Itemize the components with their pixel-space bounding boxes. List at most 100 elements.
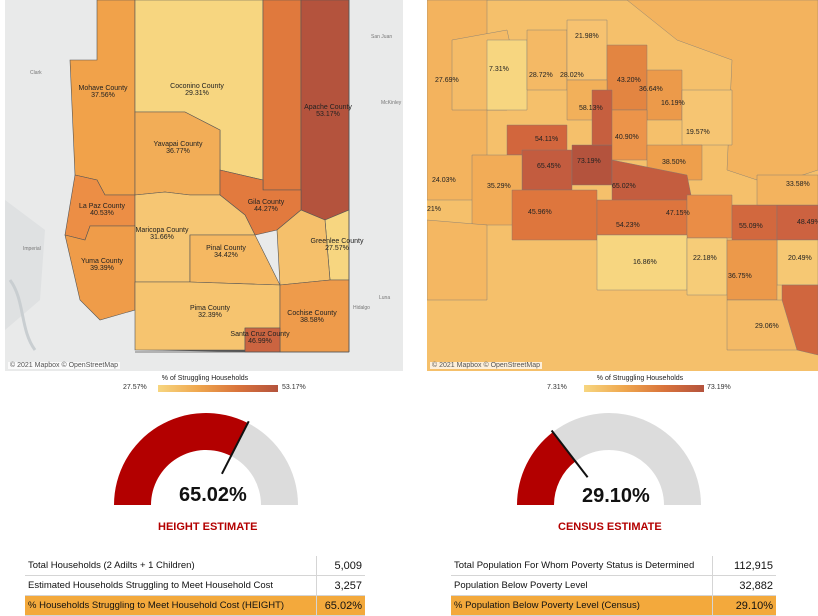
tract-value-label[interactable]: 40.90%: [615, 134, 639, 141]
legend-title: % of Struggling Households: [596, 375, 684, 382]
county-name: Mohave County: [78, 85, 128, 92]
row-value: 112,915: [712, 556, 776, 576]
county-value: 27.57%: [325, 245, 349, 252]
census-estimate-title: CENSUS ESTIMATE: [558, 521, 662, 533]
legend-right: % of Struggling Households 7.31% 73.19%: [547, 375, 731, 395]
tract-value-label[interactable]: 54.11%: [535, 136, 559, 143]
county-map-canvas: [5, 0, 403, 371]
tract-value-label[interactable]: 19.57%: [686, 129, 710, 136]
census-tract-map[interactable]: 21.98% 27.69% 7.31% 28.72% 28.02% 43.20% 36.64…: [427, 0, 818, 371]
county-name: Cochise County: [287, 310, 337, 317]
row-value: 32,882: [712, 575, 776, 596]
row-label: % Population Below Poverty Level (Census…: [451, 595, 713, 616]
height-estimate-value: 65.02%: [179, 484, 247, 506]
place-label-clark: Clark: [30, 70, 42, 76]
legend-left: % of Struggling Households 27.57% 53.17%: [123, 375, 306, 395]
tract-value-label[interactable]: 48.49%: [797, 219, 818, 226]
gauge-track-arc: [552, 413, 701, 505]
tract-value-label[interactable]: 28.72%: [529, 72, 553, 79]
place-label-san-juan: San Juan: [371, 34, 393, 40]
tract-value-label[interactable]: 16.19%: [661, 100, 685, 107]
census-estimate-gauge: [517, 413, 701, 505]
height-estimate-gauge: [114, 413, 298, 505]
gauge-needle: [550, 429, 589, 478]
county-label-pima[interactable]: Pima County 32.39%: [175, 305, 245, 319]
county-label-pinal[interactable]: Pinal County 34.42%: [191, 245, 261, 259]
county-name: Pima County: [189, 305, 231, 312]
county-label-yavapai[interactable]: Yavapai County 36.77%: [143, 141, 213, 155]
row-label: Total Households (2 Adilts + 1 Children): [25, 556, 317, 576]
table-row-highlight: % Households Struggling to Meet Househol…: [25, 595, 365, 616]
tract-value-label[interactable]: 47.15%: [666, 210, 690, 217]
tract-value-label[interactable]: 21%: [427, 206, 442, 213]
tract-value-label[interactable]: 22.18%: [693, 255, 717, 262]
county-label-yuma[interactable]: Yuma County 39.39%: [67, 258, 137, 272]
county-label-greenlee[interactable]: Greenlee County 27.57%: [302, 238, 372, 252]
table-row: Population Below Poverty Level 32,882: [451, 575, 776, 596]
tract-value-label[interactable]: 27.69%: [435, 77, 459, 84]
tract-value-label[interactable]: 21.98%: [575, 33, 599, 40]
county-name: Yavapai County: [153, 141, 203, 148]
county-label-gila[interactable]: Gila County 44.27%: [231, 199, 301, 213]
county-name: Yuma County: [80, 258, 124, 265]
tract-value-label[interactable]: 29.06%: [755, 323, 779, 330]
row-label: Estimated Households Struggling to Meet …: [25, 575, 317, 596]
tract-value-label[interactable]: 54.23%: [616, 222, 640, 229]
legend-color-ramp: [584, 385, 704, 392]
row-value: 29.10%: [712, 595, 776, 616]
county-name: Coconino County: [170, 83, 224, 90]
county-label-mohave[interactable]: Mohave County 37.56%: [68, 85, 138, 99]
legend-title: % of Struggling Households: [161, 375, 249, 382]
tract-value-label[interactable]: 33.58%: [786, 181, 810, 188]
county-label-maricopa[interactable]: Maricopa County 31.66%: [127, 227, 197, 241]
county-label-cochise[interactable]: Cochise County 38.58%: [277, 310, 347, 324]
tract-value-label[interactable]: 73.19%: [577, 158, 601, 165]
table-row: Total Population For Whom Poverty Status…: [451, 556, 776, 576]
county-value: 40.53%: [90, 210, 114, 217]
tract-value-label[interactable]: 45.96%: [528, 209, 552, 216]
tract-value-label[interactable]: 58.13%: [579, 105, 603, 112]
county-value: 38.58%: [300, 317, 324, 324]
tract-value-label[interactable]: 36.75%: [728, 273, 752, 280]
arizona-county-map[interactable]: San Juan McKinley Clark Imperial Hidalgo…: [5, 0, 403, 371]
legend-min-value: 7.31%: [547, 384, 567, 391]
county-label-apache[interactable]: Apache County 53.17%: [293, 104, 363, 118]
county-label-coconino[interactable]: Coconino County 29.31%: [162, 83, 232, 97]
legend-max-value: 73.19%: [707, 384, 731, 391]
tract-value-label[interactable]: 65.02%: [612, 183, 636, 190]
county-name: La Paz County: [79, 203, 125, 210]
census-estimate-value: 29.10%: [582, 485, 650, 507]
tract-value-label[interactable]: 28.02%: [560, 72, 584, 79]
tract-value-label[interactable]: 65.45%: [537, 163, 561, 170]
tract-value-label[interactable]: 16.86%: [633, 259, 657, 266]
legend-color-ramp: [158, 385, 278, 392]
height-estimate-table: Total Households (2 Adilts + 1 Children)…: [25, 556, 365, 616]
map-credit[interactable]: © 2021 Mapbox © OpenStreetMap: [8, 362, 120, 369]
tract-value-label[interactable]: 38.50%: [662, 159, 686, 166]
tract-value-label[interactable]: 24.03%: [432, 177, 456, 184]
tract-value-label[interactable]: 20.49%: [788, 255, 812, 262]
tract-value-label[interactable]: 36.64%: [639, 86, 663, 93]
tract-value-label[interactable]: 7.31%: [489, 66, 509, 73]
table-row-highlight: % Population Below Poverty Level (Census…: [451, 595, 776, 616]
county-label-la-paz[interactable]: La Paz County 40.53%: [67, 203, 137, 217]
gauge-fill-arc: [114, 413, 248, 505]
county-value: 46.99%: [248, 338, 272, 345]
tract-value-label[interactable]: 55.09%: [739, 223, 763, 230]
county-name: Gila County: [247, 199, 285, 206]
map-credit[interactable]: © 2021 Mapbox © OpenStreetMap: [430, 362, 542, 369]
county-name: Maricopa County: [135, 227, 189, 234]
county-value: 36.77%: [166, 148, 190, 155]
tract-value-label[interactable]: 43.20%: [617, 77, 641, 84]
place-label-hidalgo: Hidalgo: [353, 305, 370, 311]
county-label-santa-cruz[interactable]: Santa Cruz County 46.99%: [225, 331, 295, 345]
county-name: Santa Cruz County: [230, 331, 290, 338]
tract-map-canvas: [427, 0, 818, 371]
county-value: 29.31%: [185, 90, 209, 97]
gauge-needle: [221, 420, 250, 475]
tract-value-label[interactable]: 35.29%: [487, 183, 511, 190]
legend-max-value: 53.17%: [282, 384, 306, 391]
county-value: 53.17%: [316, 111, 340, 118]
county-value: 44.27%: [254, 206, 278, 213]
table-row: Total Households (2 Adilts + 1 Children)…: [25, 556, 365, 576]
